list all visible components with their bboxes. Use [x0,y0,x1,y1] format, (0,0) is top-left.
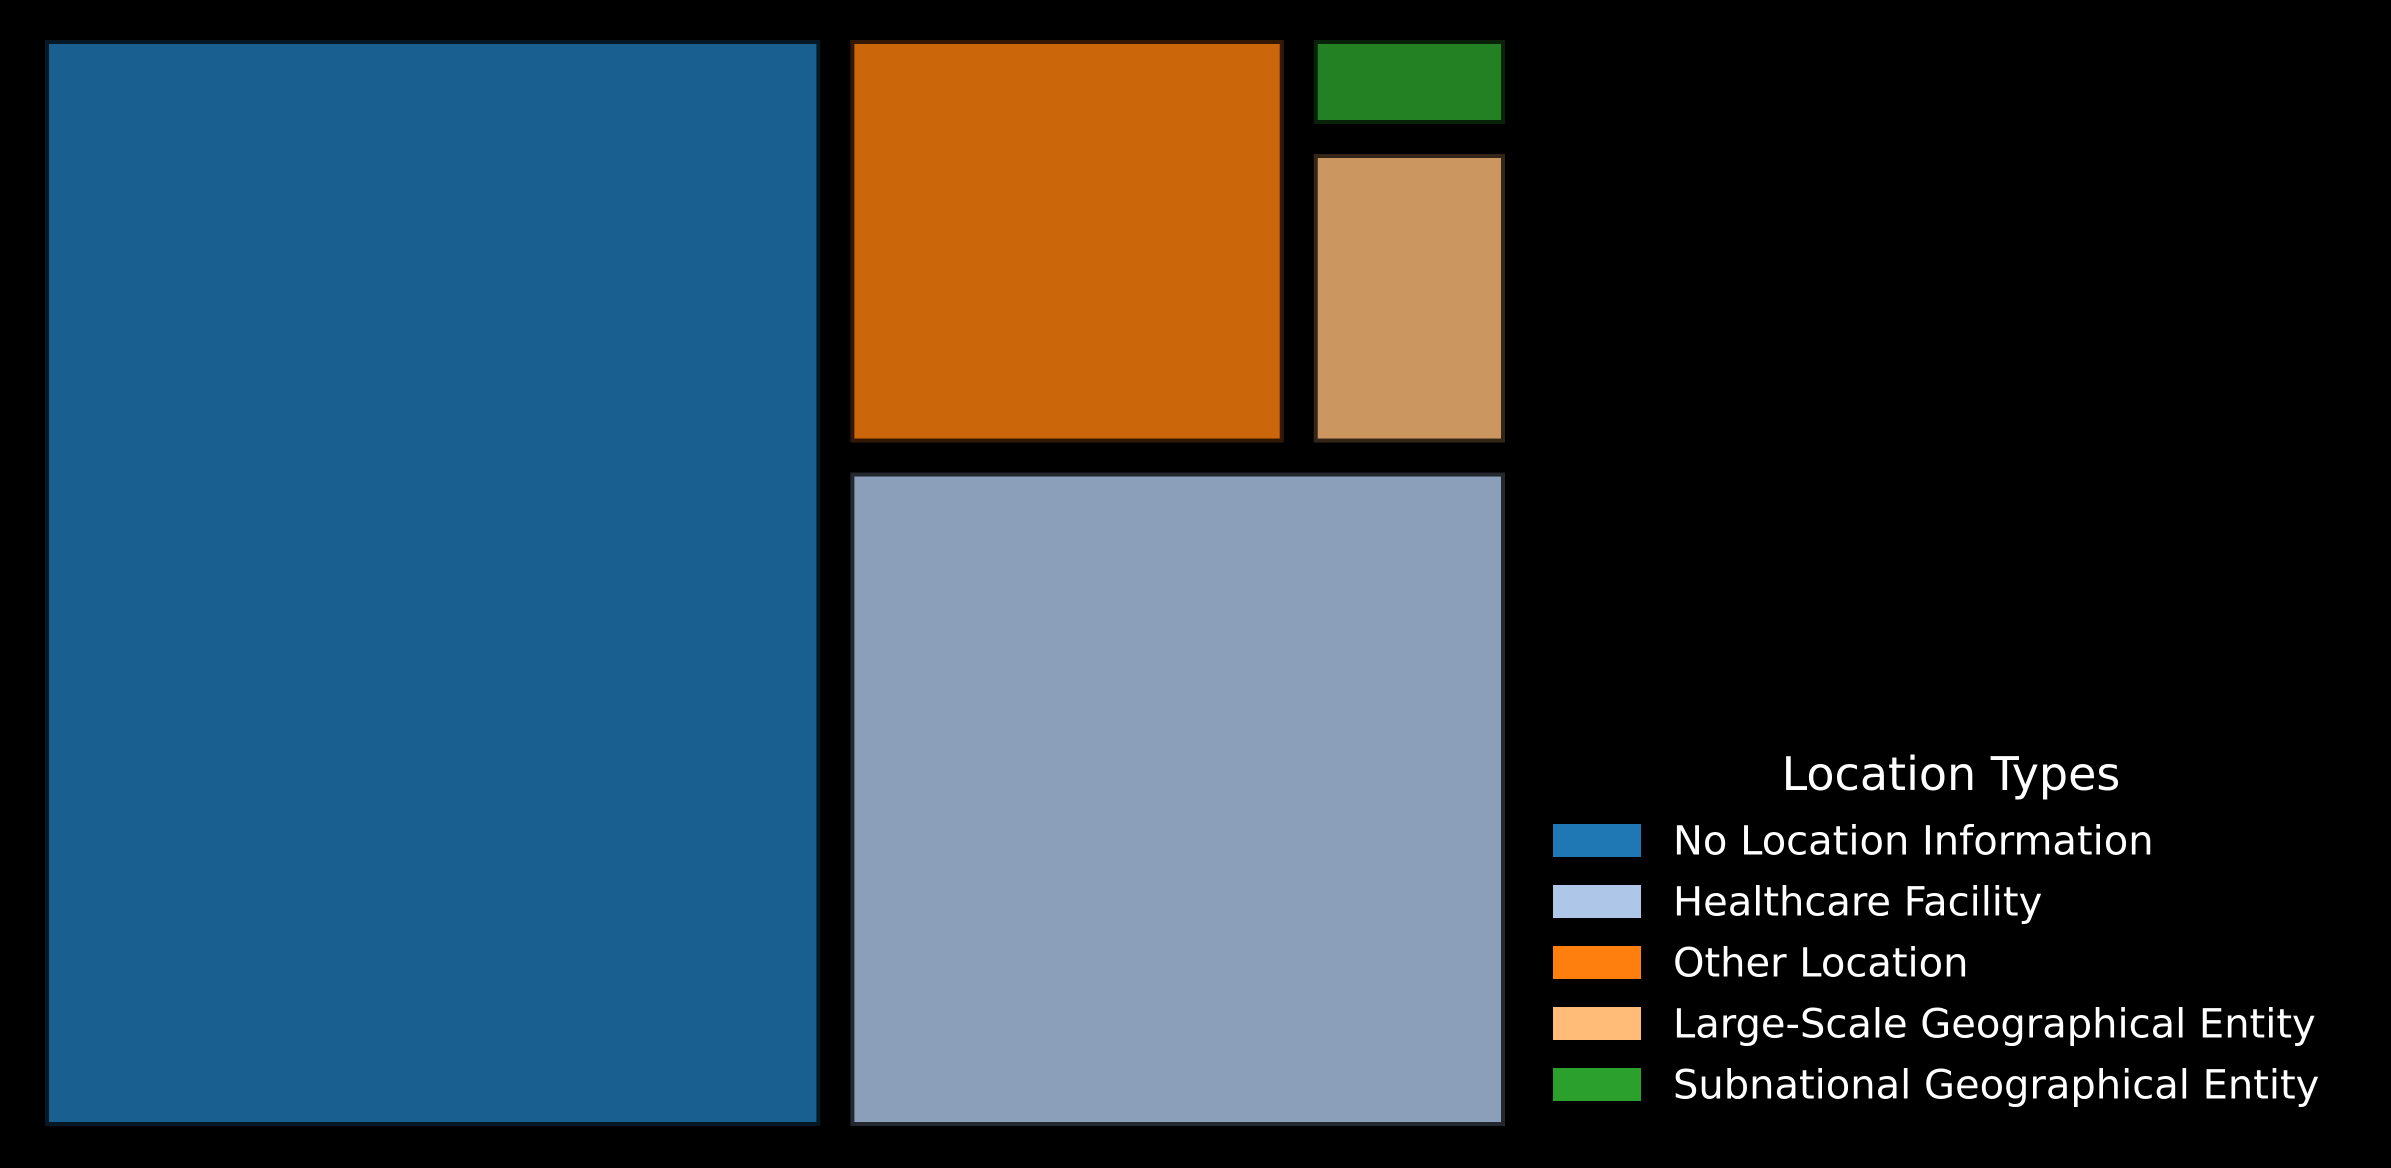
legend-swatch-subnational-geographical-entity [1553,1068,1641,1101]
legend-label-subnational-geographical-entity: Subnational Geographical Entity [1673,1063,2319,1109]
legend-title: Location Types [1782,747,2121,801]
tile-other-location [850,40,1284,443]
legend-label-healthcare-facility: Healthcare Facility [1673,880,2042,926]
tile-no-location-information [45,40,821,1126]
tile-subnational-geographical-entity [1313,40,1506,125]
tile-large-scale-geographical-entity [1313,154,1506,443]
treemap-tiles [45,40,1506,1126]
legend-swatch-no-location-information [1553,824,1641,857]
legend: Location Types No Location Information He… [1553,747,2319,1109]
legend-label-large-scale-geographical-entity: Large-Scale Geographical Entity [1673,1002,2316,1048]
tile-healthcare-facility [850,472,1505,1126]
legend-items: No Location Information Healthcare Facili… [1553,819,2319,1109]
legend-swatch-other-location [1553,946,1641,979]
legend-swatch-healthcare-facility [1553,885,1641,918]
legend-swatch-large-scale-geographical-entity [1553,1007,1641,1040]
legend-label-other-location: Other Location [1673,941,1968,987]
legend-label-no-location-information: No Location Information [1673,819,2154,865]
